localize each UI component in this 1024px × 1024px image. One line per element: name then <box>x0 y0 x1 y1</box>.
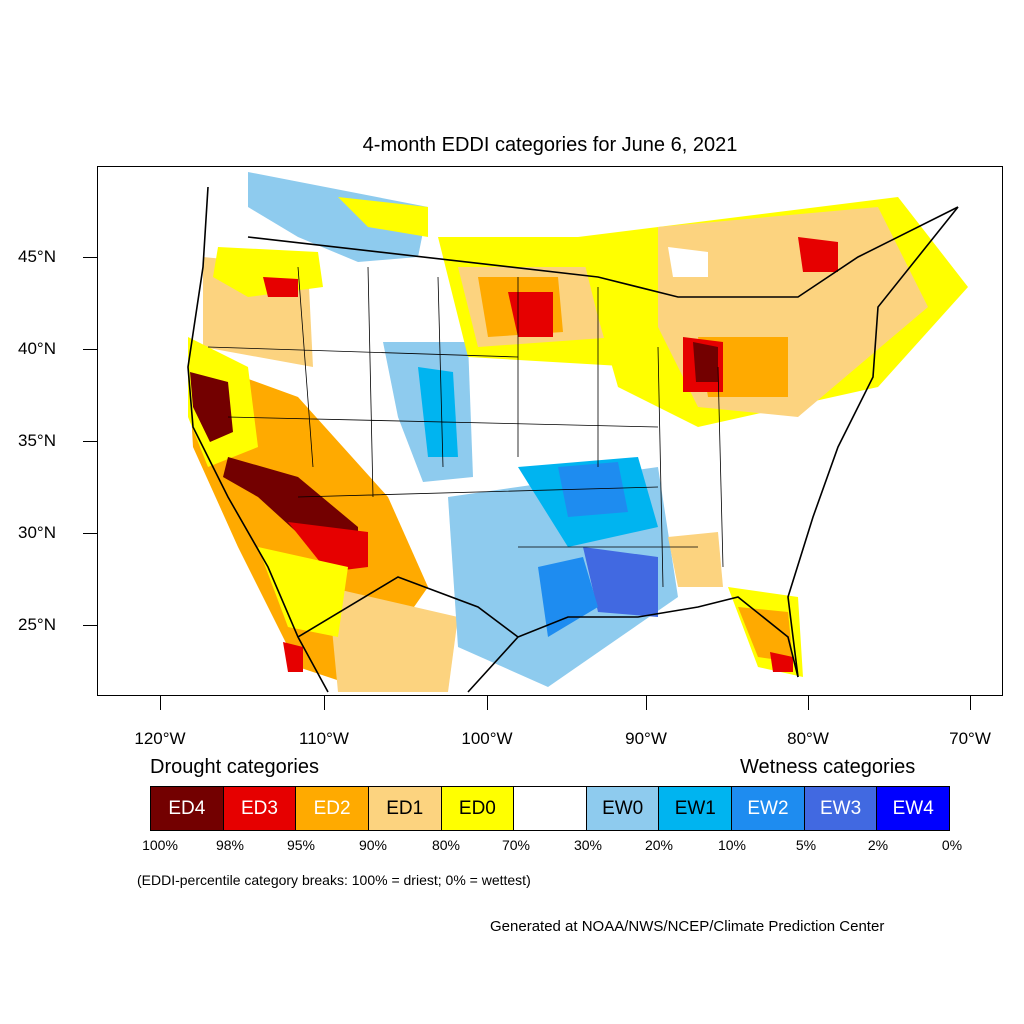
legend-label: ED1 <box>386 797 424 819</box>
legend-label: EW4 <box>892 797 934 819</box>
wetness-heading: Wetness categories <box>740 756 916 778</box>
coastline-west <box>187 186 329 693</box>
region-dakotas-ed3 <box>508 292 553 337</box>
legend-cell: ED2 <box>296 787 369 830</box>
lat-tick <box>83 533 97 534</box>
percentile-label: 30% <box>573 837 603 853</box>
lat-tick <box>83 349 97 350</box>
region-michigan-ed4 <box>693 342 718 382</box>
credit-line: Generated at NOAA/NWS/NCEP/Climate Predi… <box>490 918 885 935</box>
legend-cell: ED3 <box>223 787 297 830</box>
legend-label: ED3 <box>240 797 278 819</box>
map-title: 4-month EDDI categories for June 6, 2021 <box>362 134 738 156</box>
region-mexico-ed0 <box>258 547 348 637</box>
region-gulf-ew3 <box>583 547 658 617</box>
legend-cell: ED1 <box>368 787 442 830</box>
lon-tick <box>970 696 971 710</box>
legend-label: ED4 <box>168 797 206 819</box>
lon-tick <box>646 696 647 710</box>
legend-label: ED2 <box>313 797 351 819</box>
region-florida-ed2 <box>738 607 793 662</box>
state-lines <box>207 266 724 588</box>
coastline-east <box>787 206 959 678</box>
region-rockies-ew1 <box>418 367 458 457</box>
region-northwest-yellow <box>338 197 428 237</box>
lon-label: 90°W <box>625 729 667 748</box>
legend-cell <box>514 787 587 830</box>
percentile-label: 80% <box>431 837 461 853</box>
lon-label: 120°W <box>134 729 186 748</box>
category-note: (EDDI-percentile category breaks: 100% =… <box>137 872 531 888</box>
percentile-label: 90% <box>358 837 388 853</box>
legend-label: ED0 <box>458 797 496 819</box>
percentile-label: 98% <box>215 837 245 853</box>
region-california-ed4 <box>190 372 233 442</box>
percentile-label: 10% <box>717 837 747 853</box>
lon-label: 110°W <box>299 729 349 748</box>
legend-cell: EW3 <box>804 787 878 830</box>
legend-label: EW0 <box>602 797 644 819</box>
lon-label: 70°W <box>949 729 991 748</box>
legend-cell: EW2 <box>732 787 805 830</box>
legend-label: EW1 <box>674 797 716 819</box>
lat-tick <box>83 441 97 442</box>
border-canada <box>247 206 959 298</box>
region-oregon-ed3 <box>263 277 298 297</box>
eddi-map <box>97 166 1003 696</box>
lat-tick <box>83 625 97 626</box>
coastline-gulf <box>467 596 799 693</box>
region-southwest-ed3 <box>288 522 368 572</box>
legend-cell: EW4 <box>877 787 950 830</box>
lat-tick <box>83 257 97 258</box>
region-baja-ed3 <box>283 642 303 672</box>
percentile-label: 70% <box>501 837 531 853</box>
percentile-label: 0% <box>941 837 963 853</box>
category-legend: ED4 ED3 ED2 ED1 ED0 EW0 EW1 EW2 EW3 EW4 <box>150 786 950 831</box>
border-mexico <box>297 576 519 638</box>
lon-tick <box>487 696 488 710</box>
lon-label: 80°W <box>787 729 829 748</box>
region-georgia-ed1 <box>668 532 723 587</box>
region-ontario-white <box>668 247 708 277</box>
percentile-label: 100% <box>142 837 178 853</box>
lon-tick <box>160 696 161 710</box>
legend-cell: ED0 <box>441 787 515 830</box>
percentile-label: 5% <box>795 837 817 853</box>
region-gulf-ew2 <box>538 557 598 637</box>
region-mexico-ed1 <box>328 587 458 692</box>
region-northwest-wet <box>248 172 428 262</box>
percentile-label: 2% <box>867 837 889 853</box>
legend-label: EW3 <box>819 797 862 819</box>
eddi-map-canvas <box>187 172 968 693</box>
legend-cell: EW0 <box>586 787 660 830</box>
percentile-label: 95% <box>286 837 316 853</box>
drought-heading: Drought categories <box>150 756 319 778</box>
lat-label: 45°N <box>18 247 56 266</box>
region-quebec-ed3 <box>798 237 838 272</box>
lon-label: 100°W <box>461 729 513 748</box>
lat-label: 35°N <box>18 431 56 450</box>
lat-label: 40°N <box>18 339 56 358</box>
legend-cell: EW1 <box>659 787 733 830</box>
legend-cell: ED4 <box>151 787 224 830</box>
lat-label: 30°N <box>18 523 56 542</box>
lon-tick <box>324 696 325 710</box>
region-florida-ed3 <box>770 652 793 672</box>
percentile-label: 20% <box>644 837 674 853</box>
lon-tick <box>808 696 809 710</box>
legend-label: EW2 <box>747 797 789 819</box>
region-arkansas-ew2 <box>558 462 628 517</box>
lat-label: 25°N <box>18 615 56 634</box>
